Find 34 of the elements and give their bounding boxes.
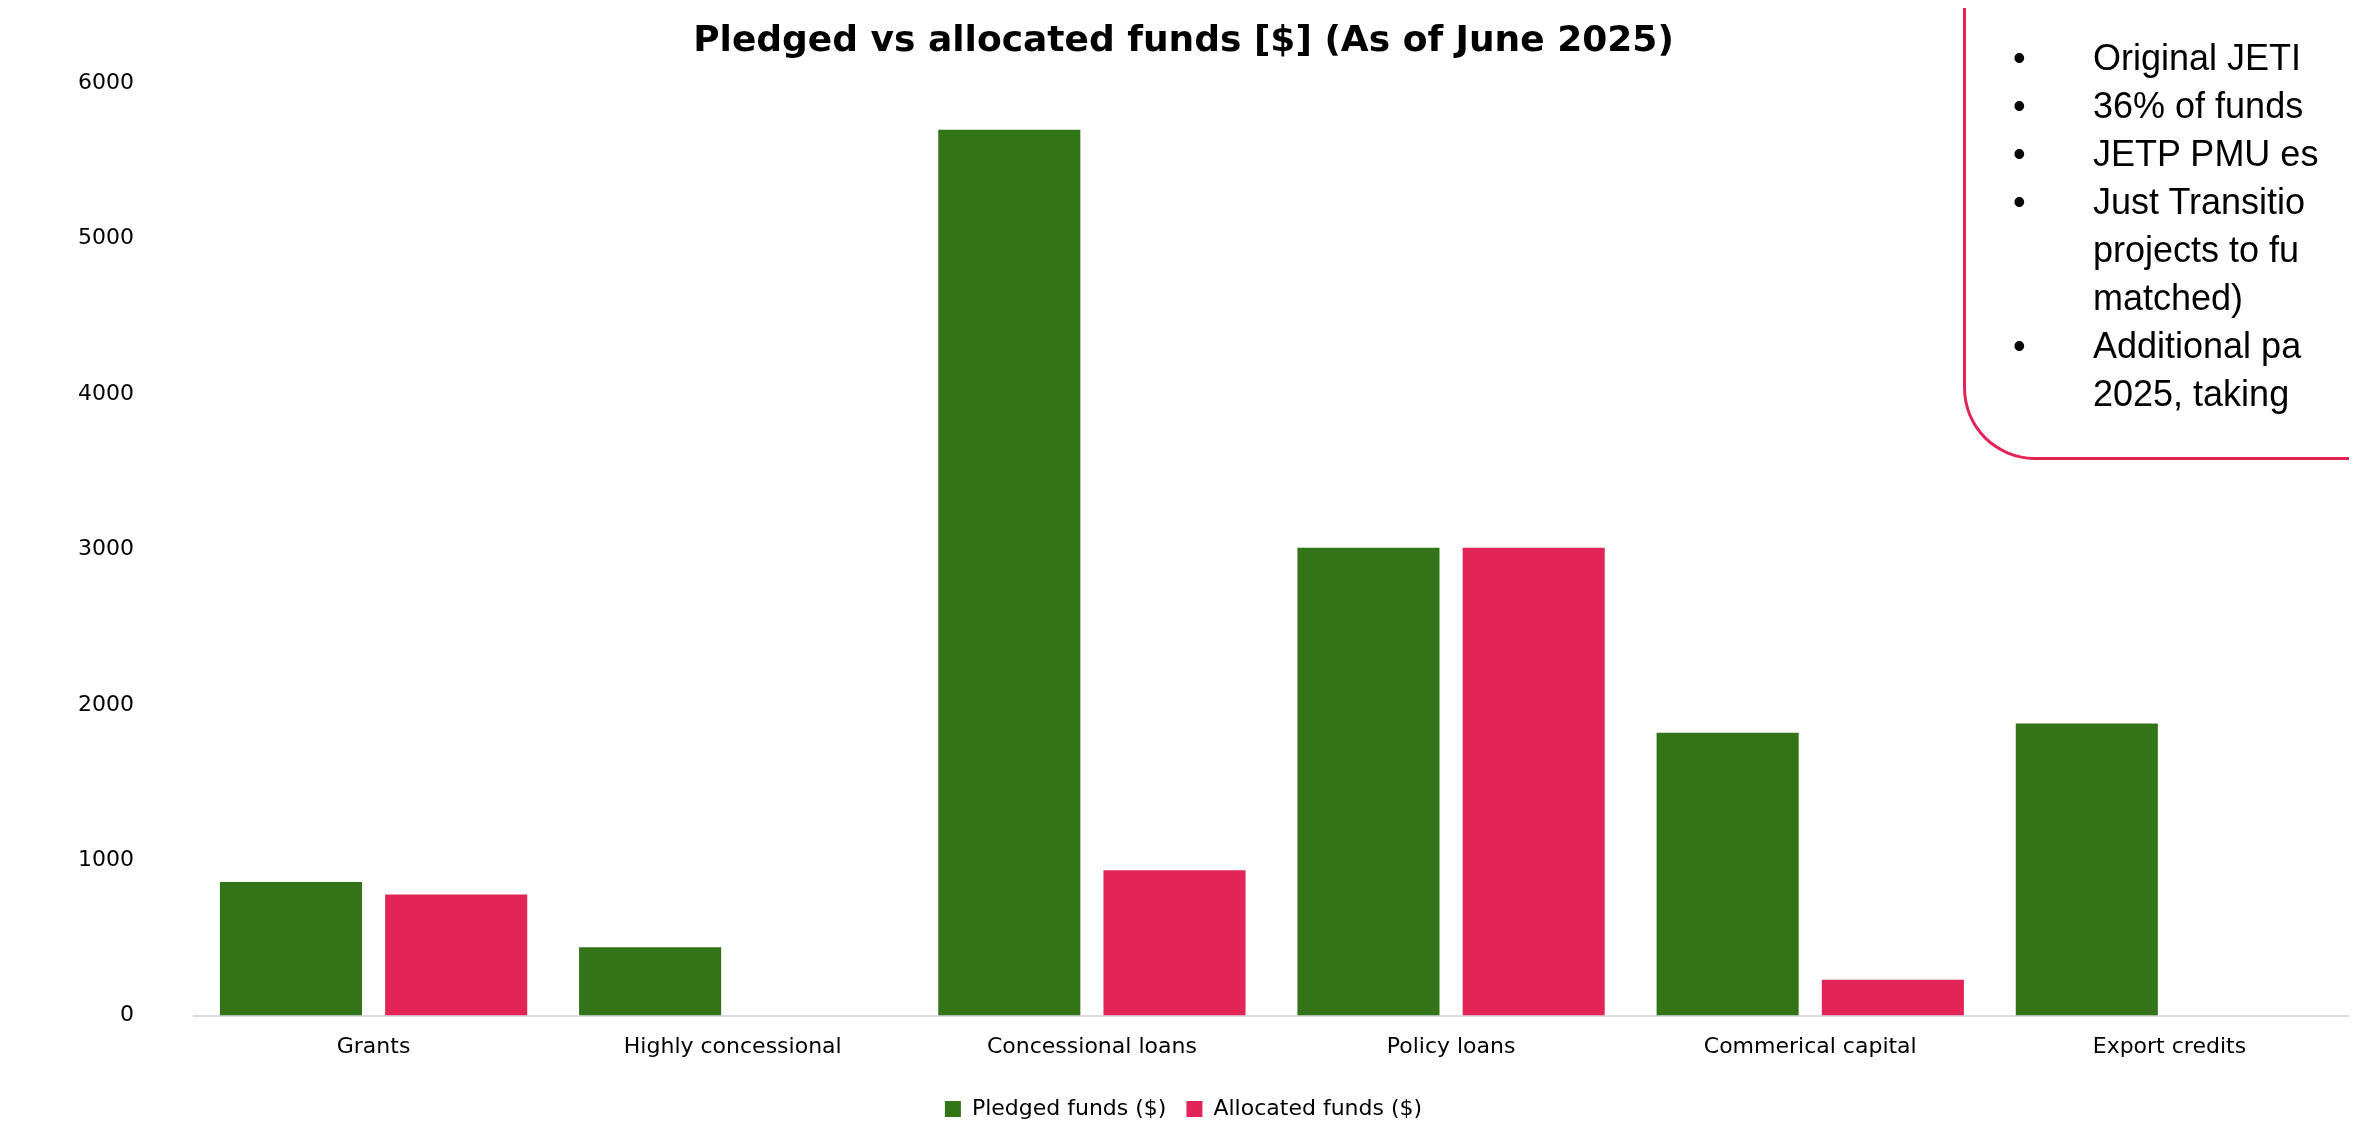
bar <box>1103 870 1246 1016</box>
legend-label: Allocated funds ($) <box>1213 1094 1423 1120</box>
text: • Additional pa <box>2013 325 2302 366</box>
bar <box>579 947 722 1016</box>
text: • 36% of funds <box>2013 85 2304 126</box>
y-tick-label: 3000 <box>77 535 134 561</box>
bar <box>2015 723 2158 1016</box>
x-tick-label: Highly concessional <box>623 1032 842 1058</box>
y-tick-label: 1000 <box>77 845 134 871</box>
annotation: 2025, taking <box>2093 373 2290 414</box>
annotation: matched) <box>2093 277 2244 318</box>
bar <box>219 881 363 1016</box>
x-tick-label: Export credits <box>2092 1032 2247 1058</box>
text: • Original JETI <box>2013 37 2302 78</box>
bar <box>1297 547 1440 1016</box>
text: • JETP PMU es <box>2013 133 2319 174</box>
y-tick-label: 0 <box>119 1001 134 1027</box>
bar <box>938 129 1081 1016</box>
x-tick-label: Policy loans <box>1386 1032 1516 1058</box>
x-tick-label: Concessional loans <box>986 1032 1197 1058</box>
y-tick-label: 4000 <box>77 379 134 405</box>
y-tick-label: 2000 <box>77 690 134 716</box>
annotation: projects to fu <box>2093 229 2300 270</box>
y-tick-label: 5000 <box>77 224 134 250</box>
legend-label: Pledged funds ($) <box>971 1094 1167 1120</box>
x-tick-label: Commerical capital <box>1703 1032 1917 1058</box>
bar <box>385 894 528 1016</box>
bar <box>1656 732 1799 1016</box>
y-tick-label: 6000 <box>77 68 134 94</box>
bar <box>1462 547 1605 1016</box>
chart-title: Pledged vs allocated funds [$] (As of June 2025) <box>693 17 1674 59</box>
text: • Just Transitio <box>2013 181 2306 222</box>
bar <box>1821 979 1964 1016</box>
x-tick-label: Grants <box>336 1032 411 1058</box>
